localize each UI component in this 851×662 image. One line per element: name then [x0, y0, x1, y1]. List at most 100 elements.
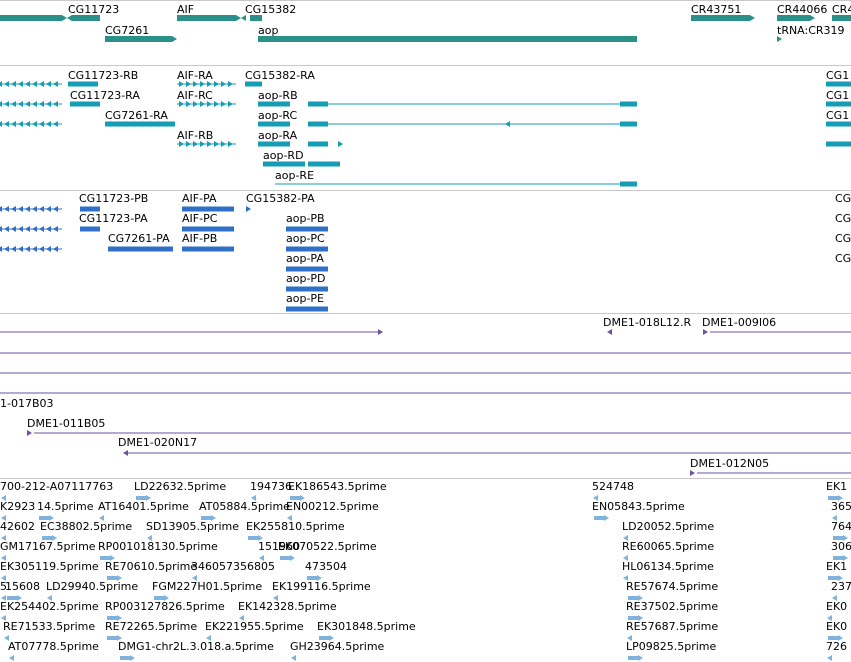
transcript-label[interactable]: CG1 [826, 89, 849, 102]
est-label[interactable]: 194736 [250, 480, 292, 493]
est-feature[interactable] [120, 656, 130, 660]
transcript-feature[interactable] [620, 121, 637, 127]
est-feature[interactable] [107, 636, 117, 640]
gene-feature[interactable] [832, 15, 851, 21]
est-label[interactable]: AT16401.5prime [98, 500, 189, 513]
est-label[interactable]: EK254402.5prime [0, 600, 99, 613]
transcript-feature[interactable] [620, 181, 637, 187]
transcript-feature[interactable] [620, 101, 637, 107]
protein-label[interactable]: CG [835, 212, 851, 225]
est-label[interactable]: RE71533.5prime [3, 620, 95, 633]
est-feature[interactable] [828, 576, 838, 580]
est-label[interactable]: RE37502.5prime [626, 600, 718, 613]
gene-feature[interactable] [691, 15, 750, 21]
est-label[interactable]: HL06134.5prime [622, 560, 714, 573]
est-label[interactable]: EK0 [826, 620, 847, 633]
est-label[interactable]: 365 [831, 500, 851, 513]
est-feature[interactable] [628, 656, 638, 660]
gene-feature[interactable] [105, 36, 172, 42]
transcript-label[interactable]: aop-RE [275, 169, 314, 182]
est-feature[interactable] [154, 596, 164, 600]
protein-label[interactable]: CG11723-PB [79, 192, 148, 205]
est-label[interactable]: 473504 [305, 560, 347, 573]
transcript-label[interactable]: aop-RA [258, 129, 298, 142]
est-label[interactable]: K2923 [0, 500, 35, 513]
clone-label[interactable]: DME1-018L12.R [603, 316, 691, 329]
protein-feature[interactable] [182, 246, 234, 252]
est-label[interactable]: 726 [826, 640, 847, 653]
gene-label[interactable]: CR44066 [777, 3, 827, 16]
transcript-label[interactable]: AIF-RC [177, 89, 213, 102]
protein-label[interactable]: aop-PA [286, 252, 324, 265]
est-label[interactable]: 151960 [258, 540, 300, 553]
est-label[interactable]: 5 [0, 580, 7, 593]
est-label[interactable]: 14.5prime [37, 500, 94, 513]
est-label[interactable]: DMG1-chr2L.3.018.a.5prime [118, 640, 274, 653]
transcript-feature[interactable] [70, 101, 100, 107]
gene-feature[interactable] [72, 15, 100, 21]
gene-feature[interactable] [0, 15, 62, 21]
est-label[interactable]: RE57674.5prime [626, 580, 718, 593]
est-label[interactable]: EK1 [826, 560, 847, 573]
gene-label[interactable]: CG15382 [245, 3, 296, 16]
est-feature[interactable] [248, 536, 258, 540]
est-label[interactable]: EK070522.5prime [278, 540, 377, 553]
transcript-label[interactable]: aop-RD [263, 149, 304, 162]
transcript-feature[interactable] [68, 81, 98, 87]
transcript-label[interactable]: CG11723-RA [70, 89, 140, 102]
est-feature[interactable] [136, 496, 146, 500]
est-label[interactable]: EC38802.5prime [40, 520, 132, 533]
est-label[interactable]: 42602 [0, 520, 35, 533]
protein-feature[interactable] [80, 226, 100, 232]
transcript-label[interactable]: CG11723-RB [68, 69, 138, 82]
gene-label[interactable]: aop [258, 24, 278, 37]
est-feature[interactable] [319, 636, 329, 640]
est-label[interactable]: LD20052.5prime [622, 520, 714, 533]
est-label[interactable]: 237 [831, 580, 851, 593]
est-label[interactable]: GM17167.5prime [0, 540, 96, 553]
est-feature[interactable] [100, 556, 110, 560]
est-label[interactable]: RE60065.5prime [622, 540, 714, 553]
transcript-feature[interactable] [263, 161, 305, 167]
est-label[interactable]: 524748 [592, 480, 634, 493]
gene-feature[interactable] [777, 15, 810, 21]
transcript-feature[interactable] [826, 141, 851, 147]
protein-feature[interactable] [182, 226, 234, 232]
transcript-label[interactable]: aop-RB [258, 89, 298, 102]
transcript-feature[interactable] [308, 161, 340, 167]
protein-label[interactable]: CG [835, 252, 851, 265]
protein-feature[interactable] [286, 286, 328, 292]
est-label[interactable]: EK221955.5prime [205, 620, 304, 633]
protein-label[interactable]: CG15382-PA [246, 192, 315, 205]
transcript-label[interactable]: AIF-RA [177, 69, 213, 82]
est-label[interactable]: 700-212-A07117763 [0, 480, 113, 493]
est-label[interactable]: 764 [831, 520, 851, 533]
transcript-feature[interactable] [245, 81, 262, 87]
est-label[interactable]: LP09825.5prime [626, 640, 717, 653]
gene-feature[interactable] [250, 15, 262, 21]
protein-label[interactable]: CG [835, 232, 851, 245]
est-label[interactable]: GH23964.5prime [290, 640, 385, 653]
est-feature[interactable] [42, 536, 52, 540]
transcript-feature[interactable] [105, 121, 175, 127]
est-feature[interactable] [201, 516, 211, 520]
est-feature[interactable] [107, 576, 117, 580]
gene-label[interactable]: CR4 [832, 3, 851, 16]
est-label[interactable]: 306 [831, 540, 851, 553]
protein-label[interactable]: aop-PC [286, 232, 325, 245]
protein-label[interactable]: aop-PD [286, 272, 326, 285]
gene-label[interactable]: CG7261 [105, 24, 149, 37]
transcript-feature[interactable] [258, 101, 290, 107]
transcript-label[interactable]: CG7261-RA [105, 109, 168, 122]
transcript-feature[interactable] [258, 141, 290, 147]
est-label[interactable]: EK301848.5prime [317, 620, 416, 633]
est-label[interactable]: EK255810.5prime [246, 520, 345, 533]
est-feature[interactable] [290, 496, 300, 500]
gene-label[interactable]: tRNA:CR319 [777, 24, 845, 37]
est-label[interactable]: LD29940.5prime [46, 580, 138, 593]
protein-label[interactable]: aop-PE [286, 292, 324, 305]
est-label[interactable]: RP001018130.5prime [98, 540, 218, 553]
est-label[interactable]: 15608 [5, 580, 40, 593]
protein-feature[interactable] [182, 206, 234, 212]
est-feature[interactable] [628, 616, 638, 620]
